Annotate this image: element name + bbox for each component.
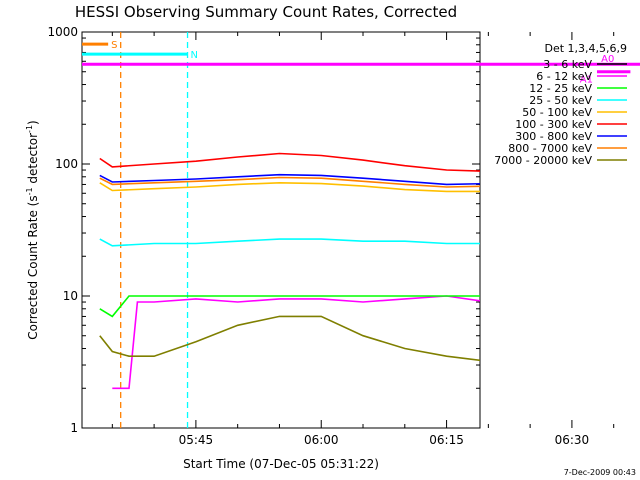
y-tick-label: 1 <box>70 421 78 435</box>
legend-entry-label: 12 - 25 keV <box>529 82 592 95</box>
legend-entry-label: 3 - 6 keV <box>543 58 592 71</box>
y-axis-label-sup2: -1 <box>25 125 34 133</box>
y-axis-label-main: Corrected Count Rate (s <box>26 195 40 339</box>
series-line-25-50-kev <box>99 238 480 247</box>
y-tick-label: 1000 <box>47 25 78 39</box>
flag-bar-label: A1 <box>580 75 593 86</box>
footer-timestamp: 7-Dec-2009 00:43 <box>564 468 636 477</box>
chart-title: HESSI Observing Summary Count Rates, Cor… <box>75 3 457 21</box>
y-axis-label-end: ) <box>26 120 40 125</box>
legend-entry-label: 7000 - 20000 keV <box>494 154 592 167</box>
series-line-12-25-kev <box>99 295 480 318</box>
x-tick-label: 06:15 <box>429 433 464 447</box>
x-tick-label: 05:45 <box>179 433 214 447</box>
series-line-6-12-kev <box>112 295 480 390</box>
legend-entry-label: 800 - 7000 keV <box>508 142 592 155</box>
legend-entry-label: 25 - 50 keV <box>529 94 592 107</box>
x-tick-label: 06:30 <box>555 433 590 447</box>
y-axis: 1 10 100 1000 <box>47 25 480 435</box>
legend-title: Det 1,3,4,5,6,9 <box>544 42 627 55</box>
legend-entry-label: 300 - 800 keV <box>515 130 592 143</box>
plot-frame <box>81 31 481 429</box>
y-axis-label-mid: detector <box>26 133 40 188</box>
flag-bar-label: A0 <box>601 54 614 65</box>
y-axis-label: Corrected Count Rate (s-1 detector-1) <box>25 120 40 339</box>
legend-entry-label: 50 - 100 keV <box>522 106 592 119</box>
series-line-50-100-kev <box>99 181 480 193</box>
series-line-3-6-kev <box>580 365 640 413</box>
series-line-800-7000-kev <box>99 176 480 188</box>
x-axis-label: Start Time (07-Dec-05 05:31:22) <box>183 457 379 471</box>
series-line-7000-20000-kev <box>99 315 480 362</box>
series-lines <box>99 152 640 413</box>
flag-bars: S N A0 A1 <box>82 40 640 86</box>
series-group <box>99 152 640 413</box>
vertical-markers <box>120 32 189 428</box>
series-line-100-300-kev <box>99 152 480 172</box>
flag-bar-label: S <box>111 40 117 51</box>
y-tick-label: 10 <box>63 289 78 303</box>
x-tick-label: 06:00 <box>304 433 339 447</box>
flag-bar-label: N <box>191 50 198 61</box>
y-axis-label-sup1: -1 <box>25 187 34 195</box>
legend-entry-label: 100 - 300 keV <box>515 118 592 131</box>
legend-entry-label: 6 - 12 keV <box>536 70 592 83</box>
series-line-300-800-kev <box>99 173 480 186</box>
y-tick-label: 100 <box>55 157 78 171</box>
